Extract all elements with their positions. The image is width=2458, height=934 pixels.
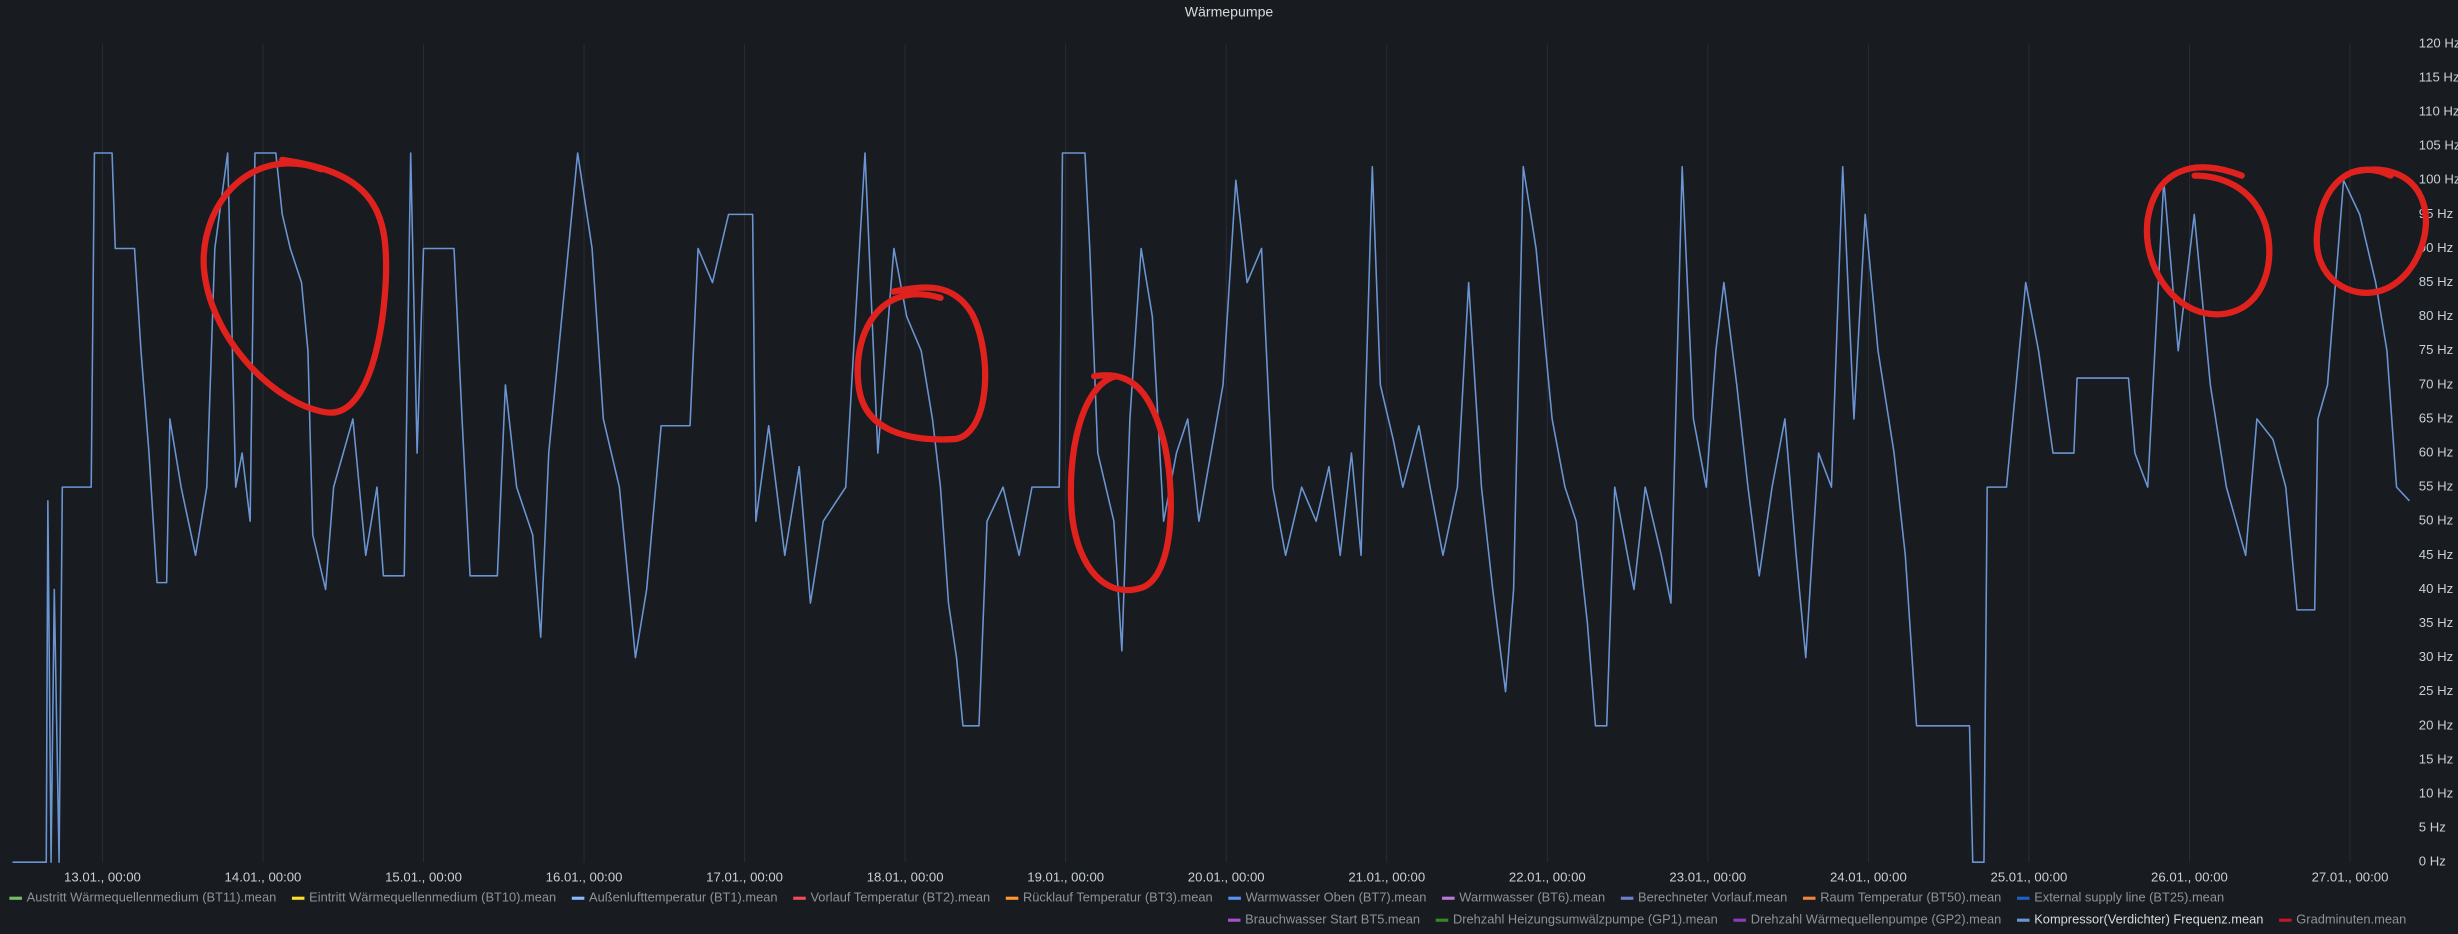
legend-item[interactable]: Außenlufttemperatur (BT1).mean <box>571 890 778 905</box>
y-tick-label: 120 Hz <box>2419 35 2458 50</box>
legend-swatch <box>1435 918 1449 922</box>
x-tick-label: 14.01., 00:00 <box>225 869 302 884</box>
x-tick-label: 20.01., 00:00 <box>1188 869 1265 884</box>
red-circle <box>854 284 989 443</box>
legend-label: Berechneter Vorlauf.mean <box>1638 890 1787 905</box>
legend-label: Warmwasser Oben (BT7).mean <box>1246 890 1427 905</box>
y-tick-label: 45 Hz <box>2419 547 2453 562</box>
x-tick-label: 26.01., 00:00 <box>2151 869 2228 884</box>
legend-swatch <box>2016 896 2030 900</box>
y-tick-label: 85 Hz <box>2419 274 2453 289</box>
x-tick-label: 22.01., 00:00 <box>1509 869 1586 884</box>
legend-label: Außenlufttemperatur (BT1).mean <box>589 890 777 905</box>
legend-label: Raum Temperatur (BT50).mean <box>1820 890 2001 905</box>
legend-swatch <box>2279 918 2292 922</box>
y-tick-label: 15 Hz <box>2419 751 2453 766</box>
x-tick-label: 19.01., 00:00 <box>1027 869 1104 884</box>
legend-swatch <box>1442 896 1455 900</box>
legend-swatch <box>291 896 305 900</box>
legend-label: Eintritt Wärmequellenmedium (BT10).mean <box>309 890 556 905</box>
x-tick-label: 27.01., 00:00 <box>2312 869 2389 884</box>
legend-swatch <box>571 896 585 900</box>
legend-item[interactable]: Drehzahl Wärmequellenpumpe (GP2).mean <box>1733 912 2001 927</box>
y-tick-label: 0 Hz <box>2419 854 2446 869</box>
y-tick-label: 65 Hz <box>2419 410 2453 425</box>
legend-swatch <box>793 896 806 900</box>
y-tick-label: 105 Hz <box>2419 138 2458 153</box>
legend-swatch <box>1620 896 1634 900</box>
y-tick-label: 40 Hz <box>2419 581 2453 596</box>
legend-swatch <box>1733 918 1747 922</box>
red-circle <box>1067 372 1174 594</box>
legend-label: Gradminuten.mean <box>2296 912 2406 927</box>
x-tick-label: 18.01., 00:00 <box>867 869 944 884</box>
chart-title: Wärmepumpe <box>1185 3 1274 19</box>
legend: Austritt Wärmequellenmedium (BT11).mean E… <box>9 890 2406 927</box>
legend-item[interactable]: Vorlauf Temperatur (BT2).mean <box>793 890 990 905</box>
x-tick-label: 23.01., 00:00 <box>1669 869 1746 884</box>
legend-item[interactable]: Rücklauf Temperatur (BT3).mean <box>1005 890 1213 905</box>
y-tick-label: 5 Hz <box>2419 820 2446 835</box>
y-tick-label: 30 Hz <box>2419 649 2453 664</box>
legend-label: Drehzahl Wärmequellenpumpe (GP2).mean <box>1751 912 2002 927</box>
legend-swatch <box>2016 918 2030 922</box>
y-tick-label: 75 Hz <box>2419 342 2453 357</box>
legend-item[interactable]: Warmwasser (BT6).mean <box>1442 890 1605 905</box>
legend-item[interactable]: External supply line (BT25).mean <box>2016 890 2224 905</box>
y-tick-label: 35 Hz <box>2419 615 2453 630</box>
legend-label: Austritt Wärmequellenmedium (BT11).mean <box>27 890 277 905</box>
legend-item[interactable]: Drehzahl Heizungsumwälzpumpe (GP1).mean <box>1435 912 1718 927</box>
legend-item[interactable]: Brauchwasser Start BT5.mean <box>1227 912 1420 927</box>
legend-item[interactable]: Berechneter Vorlauf.mean <box>1620 890 1787 905</box>
y-tick-label: 100 Hz <box>2419 172 2458 187</box>
y-tick-label: 70 Hz <box>2419 376 2453 391</box>
legend-label: Brauchwasser Start BT5.mean <box>1245 912 1420 927</box>
y-tick-label: 115 Hz <box>2419 69 2458 84</box>
legend-swatch <box>1005 896 1019 900</box>
legend-item[interactable]: Austritt Wärmequellenmedium (BT11).mean <box>9 890 276 905</box>
legend-item[interactable]: Eintritt Wärmequellenmedium (BT10).mean <box>291 890 556 905</box>
x-tick-label: 13.01., 00:00 <box>64 869 141 884</box>
legend-swatch <box>1228 896 1241 900</box>
y-tick-label: 90 Hz <box>2419 240 2453 255</box>
red-circle <box>2313 166 2430 296</box>
x-tick-label: 25.01., 00:00 <box>1991 869 2068 884</box>
legend-label: Drehzahl Heizungsumwälzpumpe (GP1).mean <box>1453 912 1718 927</box>
legend-item[interactable]: Raum Temperatur (BT50).mean <box>1802 890 2001 905</box>
legend-item[interactable]: Warmwasser Oben (BT7).mean <box>1228 890 1426 905</box>
legend-item[interactable]: Kompressor(Verdichter) Frequenz.mean <box>2016 912 2263 927</box>
red-circle <box>2143 164 2273 318</box>
x-tick-label: 16.01., 00:00 <box>546 869 623 884</box>
grid: 0 Hz 5 Hz 10 Hz 15 Hz 20 Hz 25 Hz 30 Hz 35 Hz 40… <box>64 35 2458 884</box>
legend-label: Kompressor(Verdichter) Frequenz.mean <box>2034 912 2263 927</box>
y-tick-label: 110 Hz <box>2419 104 2458 119</box>
y-tick-label: 50 Hz <box>2419 513 2453 528</box>
legend-label: External supply line (BT25).mean <box>2034 890 2224 905</box>
y-tick-label: 55 Hz <box>2419 479 2453 494</box>
x-tick-label: 17.01., 00:00 <box>706 869 783 884</box>
y-tick-label: 20 Hz <box>2419 717 2453 732</box>
x-tick-label: 21.01., 00:00 <box>1348 869 1425 884</box>
red-circle <box>200 156 390 416</box>
y-tick-label: 25 Hz <box>2419 683 2453 698</box>
legend-label: Rücklauf Temperatur (BT3).mean <box>1023 890 1213 905</box>
legend-label: Vorlauf Temperatur (BT2).mean <box>810 890 990 905</box>
legend-item[interactable]: Gradminuten.mean <box>2279 912 2406 927</box>
legend-label: Warmwasser (BT6).mean <box>1459 890 1605 905</box>
x-tick-label: 15.01., 00:00 <box>385 869 462 884</box>
legend-swatch <box>1802 896 1816 900</box>
y-tick-label: 60 Hz <box>2419 445 2453 460</box>
legend-swatch <box>9 896 22 900</box>
legend-swatch <box>1227 918 1241 922</box>
x-tick-label: 24.01., 00:00 <box>1830 869 1907 884</box>
annotations <box>200 156 2430 594</box>
y-tick-label: 10 Hz <box>2419 785 2453 800</box>
y-tick-label: 80 Hz <box>2419 308 2453 323</box>
